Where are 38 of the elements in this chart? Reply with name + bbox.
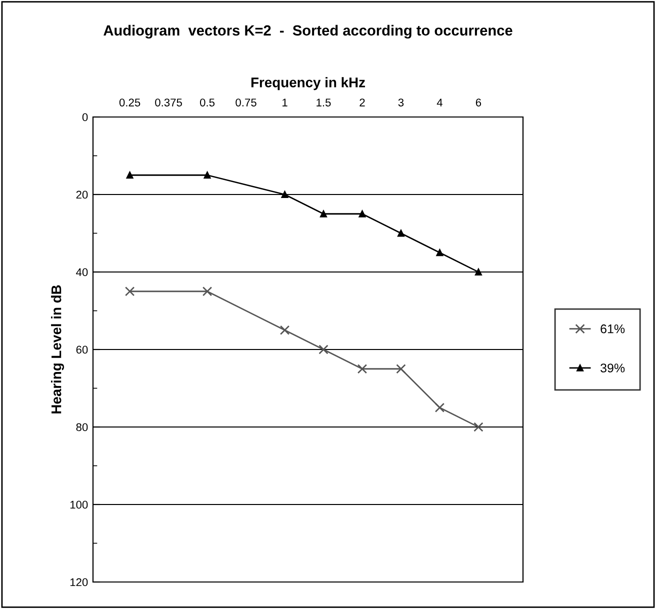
- point: [436, 249, 444, 256]
- point: [357, 364, 368, 374]
- y-tick-label: 80: [76, 423, 88, 432]
- point: [396, 364, 406, 374]
- x-tick-label: 3: [398, 98, 404, 106]
- x-tick-label: 1: [282, 98, 288, 106]
- y-tick-label: 60: [76, 346, 88, 354]
- point: [204, 172, 211, 179]
- point: [202, 286, 212, 296]
- point: [320, 210, 327, 218]
- y-tick-label: 0: [82, 113, 88, 122]
- point: [124, 286, 135, 296]
- y-tick-label: 120: [70, 578, 88, 586]
- x-tick-label: 0.75: [236, 98, 256, 106]
- point: [358, 210, 366, 218]
- point: [126, 172, 134, 179]
- y-tick-label: 100: [70, 500, 88, 509]
- y-tick-label: 40: [76, 268, 88, 276]
- x-tick-label: 1.5: [316, 98, 331, 106]
- point: [474, 422, 484, 432]
- chart-title: Audiogram vectors K=2 - Sorted according to occurrence: [104, 24, 512, 39]
- y-tick-label: 20: [76, 190, 88, 199]
- legend-label: 61%: [600, 324, 625, 334]
- x-axis-title: Frequency in kHz: [251, 77, 365, 90]
- x-tick-label: 0.5: [200, 98, 215, 106]
- point: [281, 191, 288, 198]
- legend-label: 39%: [600, 364, 625, 372]
- point: [280, 325, 290, 335]
- point: [318, 344, 328, 354]
- point: [434, 402, 445, 412]
- x-tick-label: 0.375: [155, 98, 182, 106]
- x-tick-label: 0.25: [119, 98, 140, 106]
- y-axis-title: Hearing Level in dB: [51, 285, 64, 414]
- x-tick-label: 4: [436, 98, 442, 106]
- point: [474, 268, 482, 276]
- point: [398, 230, 404, 237]
- x-tick-label: 2: [360, 98, 365, 106]
- x-tick-label: 6: [476, 98, 482, 106]
